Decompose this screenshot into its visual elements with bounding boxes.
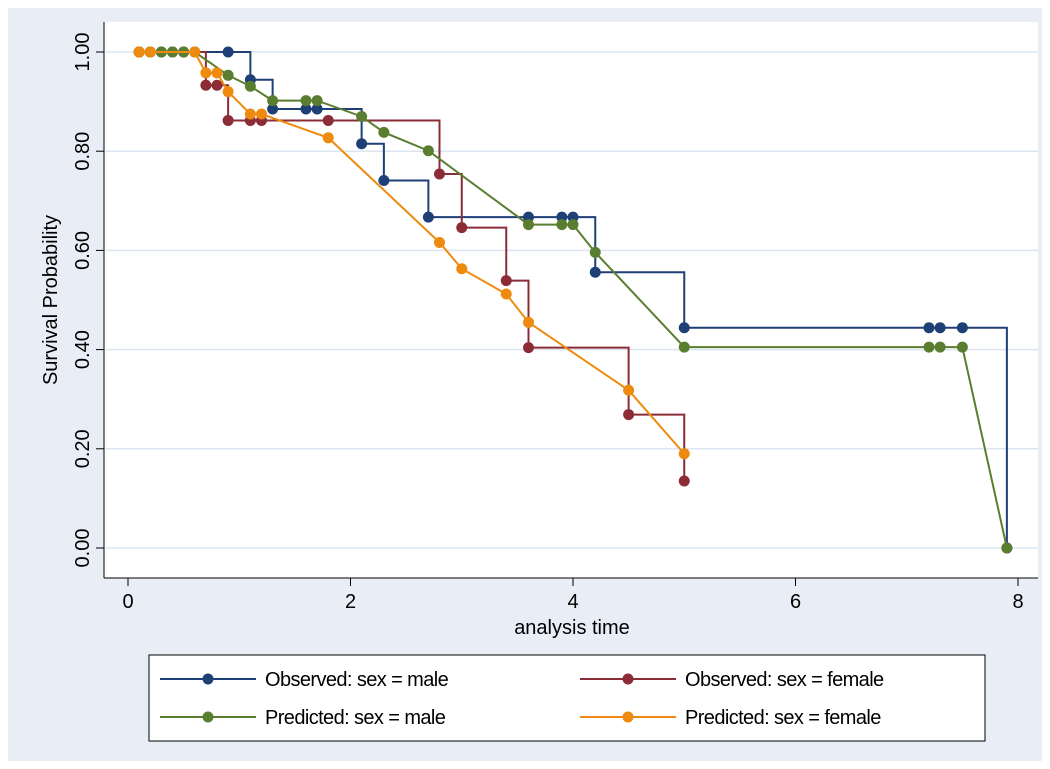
series-0-point-18	[678, 322, 690, 334]
series-2-point-13	[422, 145, 434, 157]
y-tick-label-2: 0.40	[72, 330, 94, 369]
series-0-point-17	[589, 266, 601, 278]
legend-swatch-marker-2	[202, 711, 214, 723]
legend-label-2: Predicted: sex = male	[265, 707, 446, 729]
series-2-point-8	[267, 95, 279, 107]
series-0-point-20	[934, 322, 946, 334]
series-2-point-12	[378, 126, 390, 138]
series-0-point-6	[222, 46, 234, 58]
x-tick-label-3: 6	[790, 591, 801, 613]
y-tick-label-3: 0.60	[72, 231, 94, 270]
series-2-point-7	[244, 80, 256, 92]
grid-lines	[105, 51, 1038, 549]
legend-label-0: Observed: sex = male	[265, 669, 449, 691]
series-0-point-8	[267, 103, 279, 115]
series-3-point-9	[434, 236, 445, 248]
x-axis-label: analysis time	[514, 617, 630, 639]
series-3	[133, 46, 690, 460]
series-1-point-3	[211, 79, 223, 91]
series-3-point-13	[623, 384, 635, 396]
y-tick-label-1: 0.20	[72, 429, 94, 468]
x-tick-label-2: 4	[567, 591, 578, 613]
series-1-point-10	[500, 275, 512, 287]
series-2-point-22	[1001, 542, 1013, 554]
legend-label-1: Observed: sex = female	[685, 669, 884, 691]
series-2-point-17	[589, 246, 601, 258]
legend-swatch-marker-0	[202, 673, 214, 685]
series-1-point-2	[200, 79, 212, 91]
series-2-point-6	[222, 69, 234, 81]
x-tick-label-1: 2	[345, 591, 356, 613]
series-1-point-7	[322, 114, 334, 126]
series-3-point-10	[456, 263, 468, 275]
series-3-point-3	[200, 67, 212, 79]
series-3-point-2	[189, 46, 201, 58]
series-3-point-7	[256, 108, 267, 120]
series-1-point-4	[222, 114, 234, 126]
x-tick-label-4: 8	[1012, 591, 1023, 613]
series-0-point-21	[956, 322, 968, 334]
series-3-point-12	[523, 316, 534, 328]
series-2-point-15	[556, 219, 568, 231]
series-2-point-18	[678, 341, 690, 353]
y-tick-label-5: 1.00	[72, 33, 94, 72]
series-0-point-19	[923, 322, 935, 334]
series-1-point-8	[434, 168, 445, 180]
series-1-point-11	[523, 342, 534, 354]
series-0-point-10	[311, 103, 323, 115]
series-2-point-16	[567, 219, 579, 231]
series-3-point-8	[322, 132, 334, 144]
legend-swatch-marker-1	[622, 673, 634, 685]
series-2-point-19	[923, 341, 935, 353]
series-3-point-6	[244, 108, 256, 120]
x-tick-label-0: 0	[122, 591, 133, 613]
series-3-point-1	[144, 46, 156, 58]
series-0-point-11	[356, 138, 368, 150]
y-axis-label: Survival Probability	[40, 215, 62, 385]
legend-label-3: Predicted: sex = female	[685, 707, 881, 729]
legend-swatch-marker-3	[622, 711, 634, 723]
series-1-point-12	[623, 409, 635, 421]
legend: Observed: sex = male Observed: sex = fema…	[148, 654, 986, 742]
y-tick-label-4: 0.80	[72, 132, 94, 171]
ticks: 0 2 4 6 8 0.00 0.20 0.40 0.60 0.80 1.00	[72, 33, 1024, 613]
series-2-point-21	[956, 341, 968, 353]
plot-area	[104, 22, 1038, 578]
legend-box	[148, 654, 986, 742]
series-2-point-9	[300, 95, 312, 107]
series-3-point-4	[211, 67, 223, 79]
series-3-point-5	[222, 86, 234, 98]
series-3-point-11	[500, 288, 512, 300]
series-3-point-14	[678, 448, 690, 460]
series-2-point-10	[311, 95, 323, 107]
series-0-point-13	[422, 211, 434, 223]
series-2-point-20	[934, 341, 946, 353]
y-tick-label-0: 0.00	[72, 529, 94, 568]
series-0-point-12	[378, 174, 390, 186]
series-3-point-0	[133, 46, 145, 58]
series-2-point-11	[356, 110, 368, 122]
series-0-point-9	[300, 103, 312, 115]
series	[133, 46, 1013, 554]
series-1-point-13	[678, 475, 690, 487]
axes	[103, 22, 1038, 579]
series-1-point-9	[456, 222, 468, 234]
series-2-point-14	[523, 219, 534, 231]
series-line-1	[139, 51, 686, 482]
